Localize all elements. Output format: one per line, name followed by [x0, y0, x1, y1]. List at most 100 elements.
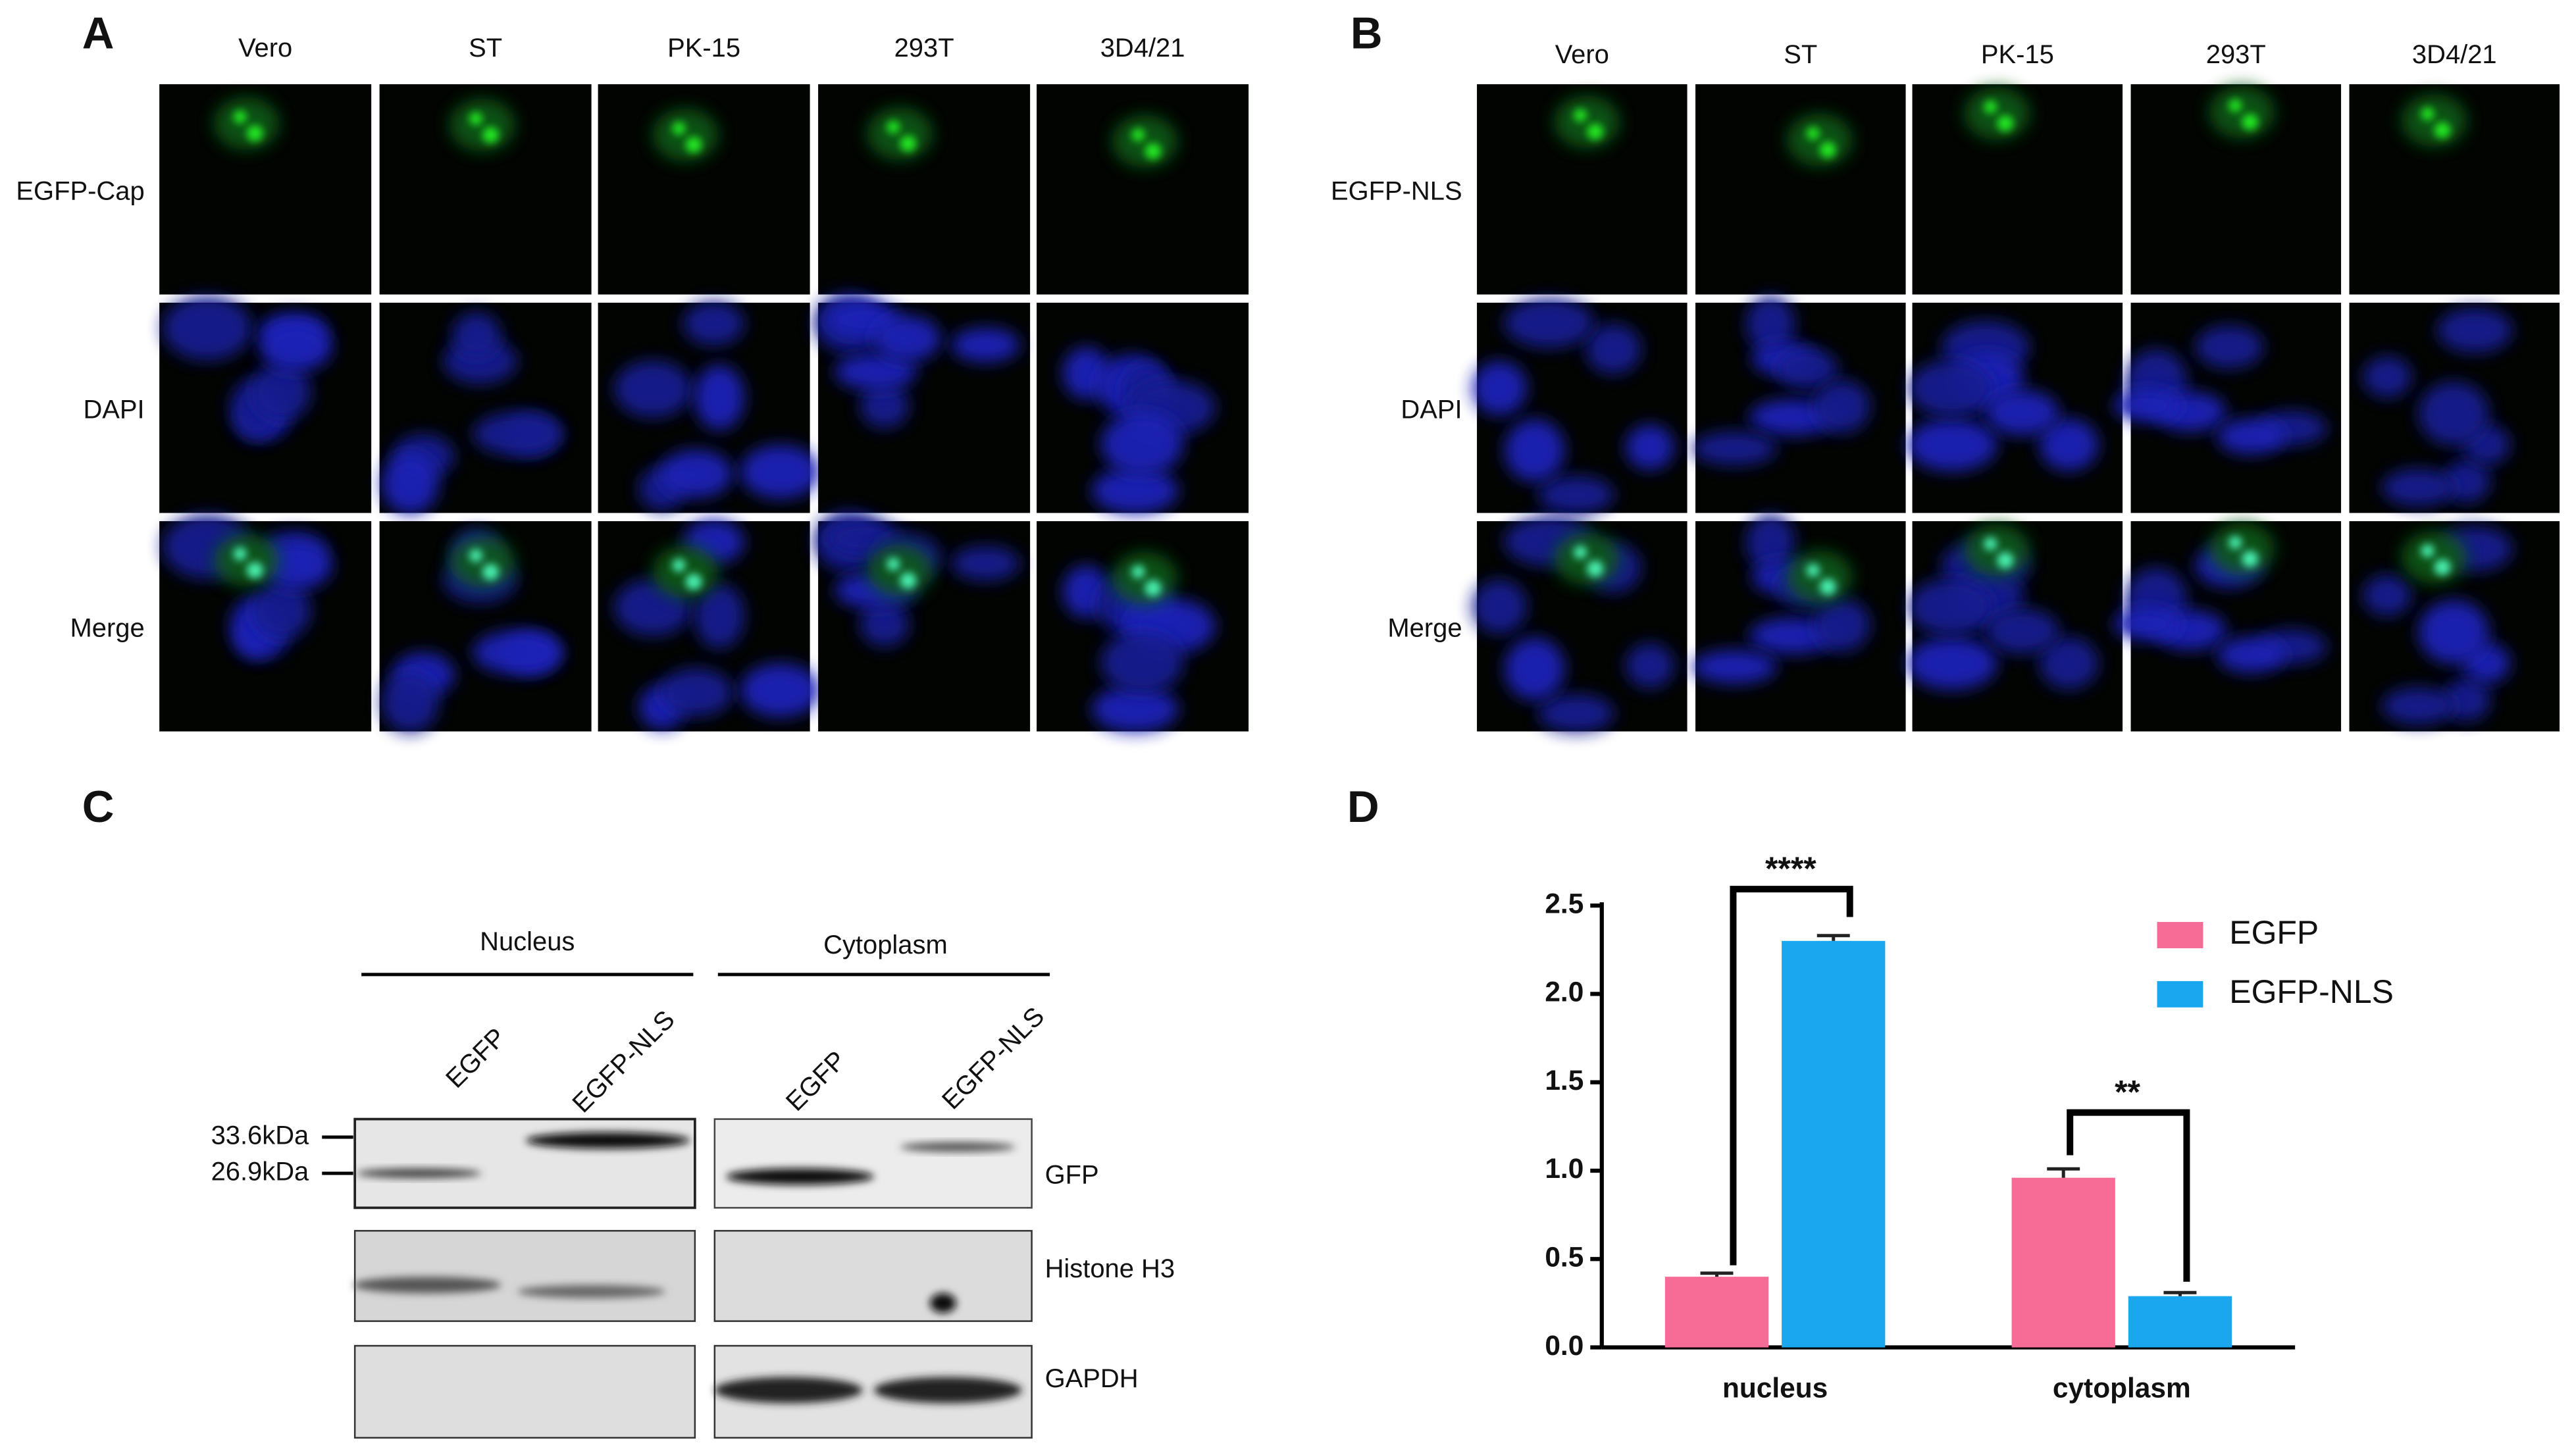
nucleus: [2039, 419, 2099, 471]
green-spot: [2242, 550, 2259, 567]
green-spot: [1819, 141, 1836, 159]
column-label: PK-15: [667, 34, 740, 63]
row-label: EGFP-Cap: [16, 176, 144, 205]
micrograph: [1912, 84, 2123, 295]
green-spot: [2434, 122, 2451, 139]
band: [726, 1168, 874, 1185]
green-spot: [887, 557, 900, 571]
nucleus: [2382, 687, 2456, 725]
band: [714, 1377, 863, 1404]
nucleus: [1985, 608, 2059, 654]
green-spot: [1131, 128, 1145, 141]
nucleus: [659, 449, 733, 498]
nucleus: [1985, 390, 2059, 436]
y-tick-label: 2.5: [1545, 888, 1584, 919]
panel-label: A: [82, 9, 115, 58]
cell-green: [867, 544, 933, 598]
green-spot: [1997, 115, 2014, 132]
nucleus: [1585, 324, 1641, 374]
green-spot: [1145, 580, 1162, 597]
green-spot: [233, 110, 247, 124]
micrograph: [598, 301, 821, 513]
nucleus: [260, 322, 332, 372]
micrograph: [2349, 521, 2560, 732]
blot-label: Histone H3: [1045, 1254, 1175, 1283]
micrograph: [159, 514, 372, 732]
cell-green: [213, 534, 280, 587]
nucleus: [452, 312, 501, 359]
nucleus: [694, 583, 745, 649]
row-label: EGFP-NLS: [1331, 176, 1462, 205]
cell-green: [2401, 531, 2467, 584]
band: [525, 1132, 690, 1149]
nucleus: [1907, 636, 1997, 690]
cell-green: [1112, 551, 1178, 605]
nucleus: [1626, 424, 1674, 470]
cell-green: [1786, 550, 1853, 603]
band: [353, 1277, 502, 1294]
green-spot: [1984, 100, 1997, 114]
cell-green: [652, 109, 719, 161]
green-spot: [887, 120, 900, 134]
nucleus: [2113, 389, 2181, 422]
column-label: 3D4/21: [1100, 34, 1185, 63]
nucleus: [1100, 412, 1183, 476]
cell-green: [1554, 532, 1620, 586]
annotation: ****: [1765, 850, 1816, 887]
error-bar: [2163, 1290, 2197, 1296]
nucleus: [951, 327, 1020, 363]
nucleus: [1091, 467, 1179, 514]
annotation: **: [2115, 1073, 2140, 1110]
micrograph: [2349, 302, 2560, 513]
green-spot: [1587, 560, 1604, 577]
micrograph: [2130, 84, 2342, 295]
nucleus: [1907, 418, 1997, 472]
cell-green: [1964, 87, 2030, 140]
nucleus: [860, 601, 910, 647]
cell-green: [450, 99, 515, 152]
nucleus: [683, 301, 744, 346]
group-label: Nucleus: [480, 927, 575, 956]
blot: [353, 1117, 696, 1210]
nucleus: [951, 546, 1020, 581]
micrograph: [2349, 84, 2560, 295]
image-bg: [818, 84, 1031, 295]
bar: [2011, 1177, 2115, 1348]
nucleus: [2039, 637, 2099, 690]
green-spot: [1806, 126, 1820, 140]
significance-bracket: [1730, 886, 1853, 1265]
column-label: ST: [469, 34, 502, 63]
green-spot: [1984, 537, 1997, 551]
nucleus: [1776, 348, 1838, 389]
micrograph: [2113, 521, 2342, 732]
nucleus: [251, 581, 311, 640]
nucleus: [614, 360, 692, 418]
nucleus: [1813, 379, 1870, 434]
cell-green: [213, 97, 280, 150]
nucleus: [2217, 636, 2286, 673]
column-label: 293T: [2206, 40, 2266, 69]
micrograph: [813, 292, 1031, 513]
band: [873, 1377, 1022, 1404]
green-spot: [246, 562, 263, 579]
nucleus: [1909, 578, 1993, 636]
green-spot: [482, 126, 499, 143]
green-spot: [482, 563, 499, 580]
micrograph: [1695, 84, 1906, 295]
cell-green: [1554, 95, 1620, 149]
green-spot: [685, 573, 702, 590]
column-label: PK-15: [1981, 40, 2054, 69]
green-spot: [900, 572, 917, 589]
nucleus: [1746, 295, 1795, 353]
nucleus: [2217, 418, 2286, 455]
bar: [1664, 1277, 1769, 1348]
micrograph: [1477, 84, 1687, 295]
column-label: Vero: [1555, 40, 1609, 69]
nucleus: [1691, 431, 1778, 466]
lane-label: EGFP: [781, 1046, 852, 1117]
legend-label: EGFP-NLS: [2229, 973, 2394, 1010]
error-bar: [2047, 1167, 2080, 1178]
micrograph: [1907, 521, 2123, 732]
micrograph: [598, 84, 810, 295]
y-tick-label: 1.5: [1545, 1065, 1584, 1096]
